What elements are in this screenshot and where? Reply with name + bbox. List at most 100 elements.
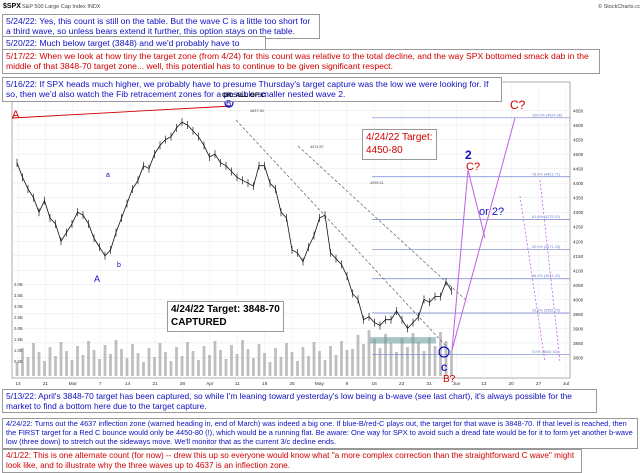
plot-frame [11, 81, 571, 379]
volume-bar-71 [406, 347, 409, 376]
volume-bar-57 [329, 346, 332, 376]
volume-bar-24 [147, 348, 151, 376]
volume-bar-22 [136, 353, 140, 376]
x-tick-label-14: 23 [399, 381, 405, 387]
fib-label-1: 78.6% (4421.71) [532, 172, 561, 176]
header-symbol: $SPX [3, 3, 21, 10]
volume-tick-1: 3.5B [14, 293, 23, 298]
label-red-c-mid: C? [466, 161, 481, 173]
label-red-b-bottom: B? [443, 374, 456, 385]
fib-label-0: 100.0% (4624.96) [532, 113, 563, 117]
volume-tick-3: 2.5B [14, 315, 23, 320]
header-watermark: © StockCharts.com [598, 3, 640, 10]
volume-bar-49 [285, 343, 288, 376]
y-tick-label-7: 4300 [573, 210, 584, 215]
volume-bar-55 [318, 351, 321, 376]
volume-bar-74 [422, 351, 426, 376]
volume-bar-34 [202, 346, 206, 376]
label-or-all-of-c: OR: ALL OF C [222, 92, 266, 99]
volume-bar-16 [103, 345, 107, 376]
x-tick-label-8: 11 [235, 381, 240, 387]
x-tick-label-20: Jul [563, 381, 569, 387]
x-tick-label-1: 21 [43, 381, 49, 387]
projection-blue-2 [451, 169, 486, 351]
volume-bar-1 [21, 348, 24, 376]
projection-dotted-1 [539, 179, 561, 363]
note-4-1: 4/1/22: This is one alternate count (for… [2, 449, 582, 473]
target-box-upper: 4/24/22 Target: 4450-80 [362, 129, 437, 160]
x-tick-label-10: 25 [289, 381, 295, 387]
price-annotation-1: 4474.57 [310, 145, 324, 149]
volume-bar-10 [70, 360, 74, 376]
note-5-16: 5/16/22: If SPX heads much higher, we pr… [2, 77, 502, 102]
volume-bar-29 [175, 347, 178, 376]
volume-bar-15 [98, 359, 101, 376]
volume-tick-0: 4.0B [14, 282, 23, 287]
volume-bar-67 [384, 334, 387, 376]
y-tick-label-0: 4650 [573, 109, 584, 114]
volume-bar-59 [340, 341, 343, 376]
volume-bar-33 [197, 360, 200, 376]
volume-bar-79 [450, 350, 453, 376]
volume-tick-5: 1.5B [14, 337, 23, 342]
x-tick-label-11: May [315, 381, 325, 387]
header-name: S&P 500 Large Cap Index INDX [22, 4, 101, 10]
y-axis: 4650 4600 4550 4500 4450 4400 4350 4300 4250 4200… [573, 109, 584, 361]
volume-bar-75 [428, 337, 431, 376]
x-tick-label-9: 18 [262, 381, 268, 387]
fib-label-6: 0.0% (3810.32) [532, 350, 559, 354]
volume-bar-46 [268, 362, 272, 376]
y-tick-label-13: 4000 [573, 297, 584, 302]
volume-tick-4: 2.0B [14, 326, 23, 331]
label-small-a: a [106, 172, 110, 179]
volume-bar-48 [279, 357, 283, 376]
volume-bars: 4.0B 3.5B 3.0B 2.5B 2.0B 1.5B 1.0B 0.5B [14, 282, 453, 376]
volume-bar-20 [125, 358, 129, 376]
fib-label-5: 23.6% (3952.70) [532, 309, 561, 313]
y-tick-label-17: 3800 [573, 355, 584, 360]
volume-bar-28 [169, 361, 173, 376]
volume-bar-18 [114, 340, 118, 376]
volume-bar-36 [213, 341, 217, 376]
volume-bar-38 [224, 359, 228, 376]
volume-bar-45 [263, 353, 266, 376]
volume-bar-42 [246, 349, 250, 376]
y-tick-label-14: 3950 [573, 312, 584, 317]
x-tick-label-3: 7 [99, 381, 102, 387]
channel-line-lower [235, 119, 447, 347]
volume-tick-7: 0.5B [14, 359, 23, 364]
label-blue-2: 2 [465, 148, 472, 162]
label-red-c-top: C? [510, 98, 526, 112]
volume-bar-62 [356, 335, 360, 376]
volume-bar-60 [345, 350, 349, 376]
volume-bar-54 [312, 342, 316, 376]
fib-label-4: 38.2% (4071.22) [532, 274, 561, 278]
y-tick-label-16: 3850 [573, 341, 584, 346]
label-or-2: or 2? [479, 206, 505, 218]
fib-label-3: 50.0% (4171.25) [532, 245, 561, 249]
y-tick-label-4: 4450 [573, 167, 584, 172]
label-blue-b-top: B [226, 99, 232, 108]
x-tick-label-19: 27 [536, 381, 542, 387]
volume-bar-68 [389, 343, 393, 376]
volume-bar-4 [37, 352, 41, 376]
volume-bar-43 [252, 358, 255, 376]
volume-bar-0 [15, 362, 19, 376]
volume-bar-53 [307, 356, 310, 376]
volume-bar-44 [257, 344, 261, 376]
volume-bar-76 [433, 346, 437, 376]
volume-bar-7 [54, 356, 57, 376]
volume-bar-73 [417, 342, 420, 376]
y-tick-label-8: 4250 [573, 225, 584, 230]
volume-bar-78 [444, 341, 448, 376]
target-zone-band [370, 337, 436, 344]
note-5-13: 5/13/22: April's 3848-70 target has been… [2, 389, 597, 414]
x-tick-label-18: 20 [509, 381, 515, 387]
volume-bar-14 [92, 350, 96, 376]
target-upper-line1: 4/24/22 Target: [366, 132, 433, 143]
volume-bar-64 [367, 330, 371, 376]
volume-bar-69 [395, 352, 398, 376]
target-lower-line1: 4/24/22 Target: 3848-70 [171, 304, 280, 315]
y-tick-label-15: 3900 [573, 326, 584, 331]
x-tick-label-2: Mar [69, 381, 78, 387]
